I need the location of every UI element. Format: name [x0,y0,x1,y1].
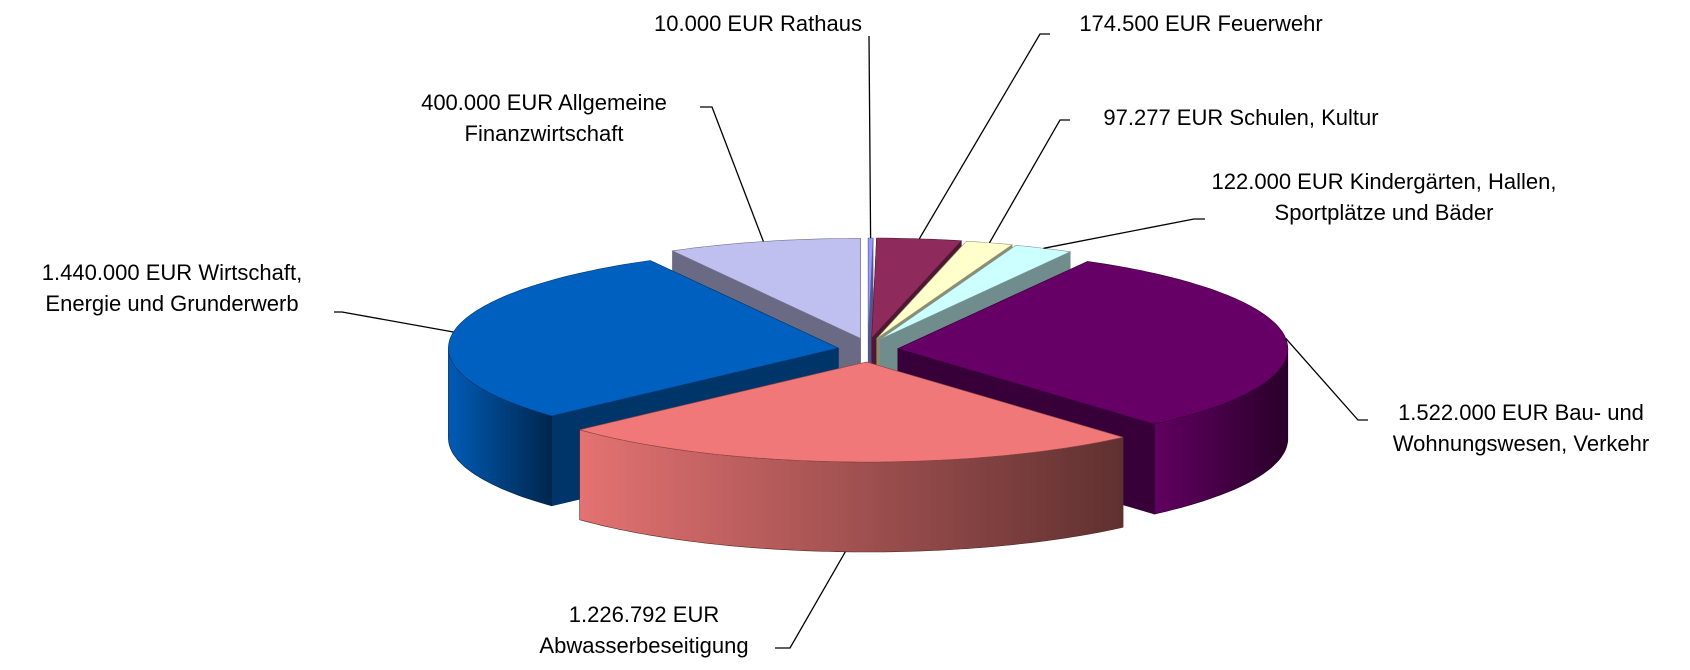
value-label: 97.277 EUR [1103,105,1224,130]
category-label: Schulen, Kultur [1229,105,1379,130]
value-label: 1.440.000 EUR [41,260,193,285]
category-label: Allgemeine Finanzwirtschaft [464,90,667,146]
value-label: 1.226.792 EUR [568,602,720,627]
data-label: 174.500 EUR Feuerwehr [1041,8,1361,39]
leader-line [1043,218,1205,249]
leader-line [868,35,872,239]
category-label: Abwasserbeseitigung [539,633,749,658]
data-label: 1.440.000 EUR Wirtschaft, Energie und Gr… [10,257,335,319]
data-label: 97.277 EUR Schulen, Kultur [1061,102,1421,133]
category-label: Kindergärten, Hallen, Sportplätze und Bä… [1274,169,1557,225]
slice [579,361,1124,463]
leader-line [918,33,1050,240]
category-label: Feuerwehr [1217,11,1323,36]
data-label: 1.226.792 EUR Abwasserbeseitigung [509,599,779,661]
value-label: 10.000 EUR [654,11,774,36]
value-label: 174.500 EUR [1079,11,1212,36]
leader-line [700,106,765,242]
data-label: 400.000 EUR Allgemeine Finanzwirtschaft [384,87,704,149]
category-label: Bau- und Wohnungswesen, Verkehr [1392,400,1650,456]
leader-line [1285,337,1368,421]
value-label: 122.000 EUR [1211,169,1344,194]
leader-line [775,551,846,649]
value-label: 1.522.000 EUR [1398,400,1549,425]
category-label: Wirtschaft, Energie und Grunderwerb [45,260,303,316]
data-label: 1.522.000 EUR Bau- und Wohnungswesen, Ve… [1361,397,1681,459]
slice [871,237,963,339]
value-label: 400.000 EUR [421,90,554,115]
category-label: Rathaus [780,11,862,36]
data-label: 10.000 EUR Rathaus [608,8,908,39]
leader-line [334,311,454,333]
data-label: 122.000 EUR Kindergärten, Hallen, Sportp… [1203,166,1565,228]
leader-line [988,119,1070,244]
slice [448,260,840,417]
